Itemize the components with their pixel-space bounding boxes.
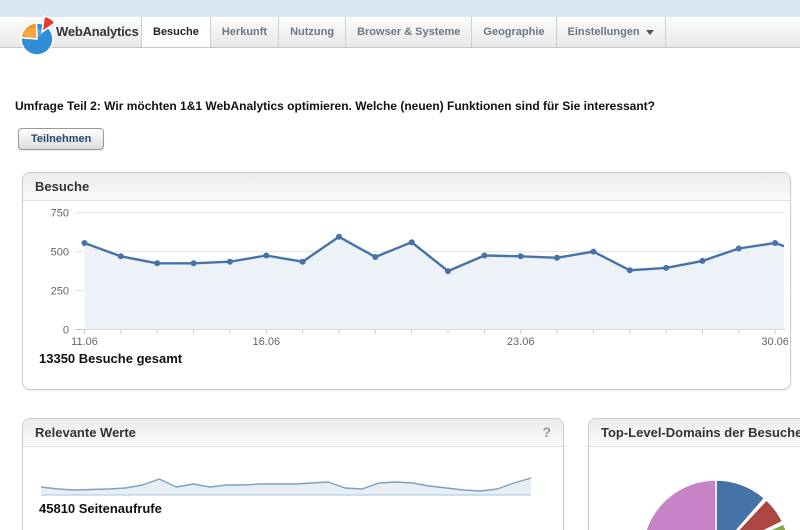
seitenaufrufe-summary: 45810 Seitenaufrufe: [39, 501, 162, 516]
relevante-werte-panel-title: Relevante Werte: [35, 425, 136, 440]
svg-text:500: 500: [51, 247, 69, 259]
besuche-panel: Besuche 0 250 500 750 11.06 16.06 23.06 30.06 1…: [22, 172, 791, 390]
svg-text:11.06: 11.06: [71, 336, 98, 348]
tab-browser-systeme[interactable]: Browser & Systeme: [345, 17, 471, 47]
main-navbar: WebAnalytics Besuche Herkunft Nutzung Br…: [0, 17, 800, 48]
tab-einstellungen-label: Einstellungen: [568, 26, 640, 38]
relevante-werte-panel-header: Relevante Werte ?: [23, 419, 563, 447]
svg-text:250: 250: [51, 286, 69, 298]
top-level-domains-panel: Top-Level-Domains der Besucher: [588, 418, 800, 530]
webanalytics-logo-icon: [16, 12, 60, 58]
besuche-line-chart: 0 250 500 750 11.06 16.06 23.06 30.06: [23, 205, 788, 353]
svg-text:23.06: 23.06: [507, 336, 535, 348]
besuche-total-summary: 13350 Besuche gesamt: [39, 351, 182, 366]
survey-text: Umfrage Teil 2: Wir möchten 1&1 WebAnaly…: [15, 99, 655, 113]
chevron-down-icon: [646, 30, 654, 35]
svg-text:30.06: 30.06: [761, 336, 788, 348]
top-level-domains-panel-title: Top-Level-Domains der Besucher: [601, 425, 800, 440]
svg-text:750: 750: [51, 208, 69, 220]
svg-text:16.06: 16.06: [253, 336, 281, 348]
top-level-domains-pie-chart: [589, 445, 800, 530]
teilnehmen-button[interactable]: Teilnehmen: [18, 128, 104, 150]
tab-geographie[interactable]: Geographie: [471, 17, 555, 47]
tab-einstellungen[interactable]: Einstellungen: [556, 17, 666, 47]
tab-herkunft[interactable]: Herkunft: [210, 17, 278, 47]
tab-nutzung[interactable]: Nutzung: [278, 17, 345, 47]
besuche-panel-title: Besuche: [35, 179, 89, 194]
nav-tabs: Besuche Herkunft Nutzung Browser & Syste…: [141, 17, 666, 47]
webanalytics-dashboard: WebAnalytics Besuche Herkunft Nutzung Br…: [0, 0, 800, 530]
brand-name: WebAnalytics: [56, 17, 139, 47]
svg-text:0: 0: [63, 325, 69, 337]
help-icon[interactable]: ?: [542, 419, 551, 446]
besuche-panel-header: Besuche: [23, 173, 790, 201]
top-strip: [0, 0, 800, 17]
tab-besuche[interactable]: Besuche: [141, 17, 210, 47]
top-level-domains-panel-header: Top-Level-Domains der Besucher: [589, 419, 800, 447]
relevante-werte-panel: Relevante Werte ? 45810 Seitenaufrufe: [22, 418, 564, 530]
